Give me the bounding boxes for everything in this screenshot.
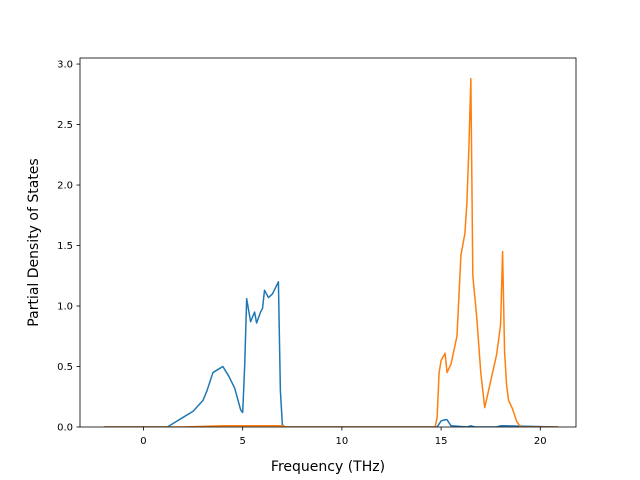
y-tick-label: 2.5 (57, 120, 73, 131)
y-axis-label: Partial Density of States (26, 158, 42, 326)
y-tick-label: 0.5 (57, 362, 73, 373)
x-tick-label: 5 (240, 436, 246, 447)
y-tick-label: 1.5 (57, 241, 73, 252)
series-line-2 (103, 77, 559, 427)
axes-frame (79, 57, 577, 428)
y-tick-label: 0.0 (57, 423, 73, 434)
x-tick-label: 20 (534, 436, 547, 447)
y-tick-label: 3.0 (57, 60, 73, 71)
y-tick-label: 2.0 (57, 181, 73, 192)
y-ticks: 0.0 0.5 1.0 1.5 2.0 2.5 3.0 (57, 60, 80, 434)
x-tick-label: 0 (140, 436, 146, 447)
x-ticks: 0 5 10 15 20 (140, 427, 547, 447)
y-tick-label: 1.0 (57, 302, 73, 313)
x-tick-label: 15 (435, 436, 448, 447)
series-line-1 (103, 281, 559, 427)
series-layer (103, 77, 559, 427)
x-tick-label: 10 (336, 436, 349, 447)
x-axis-label: Frequency (THz) (271, 459, 385, 475)
